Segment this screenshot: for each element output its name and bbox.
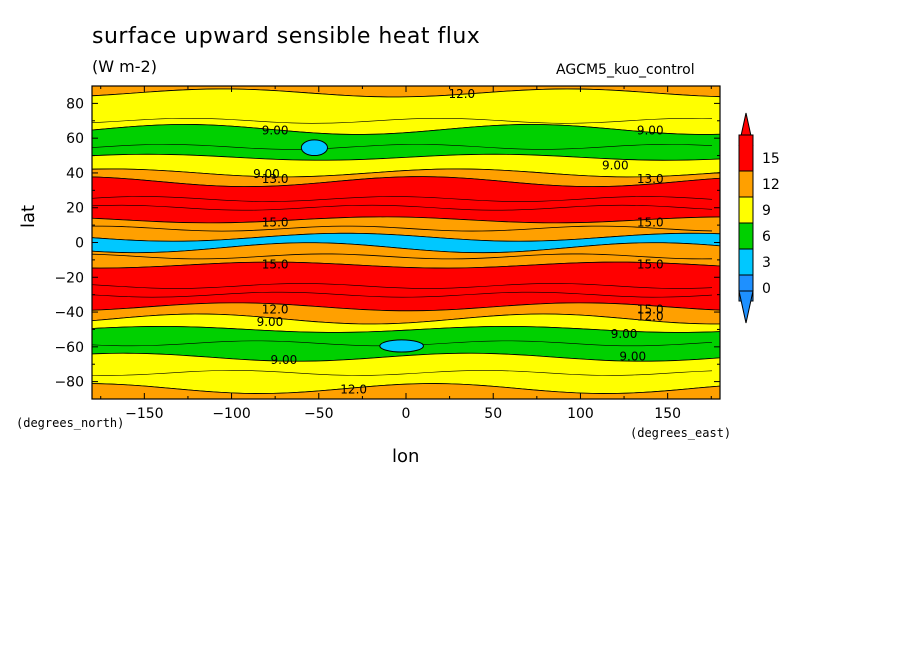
contour-line [92,117,713,124]
contour-label: 9.00 [271,353,298,367]
contour-line [92,196,713,202]
colorbar-label: 15 [762,151,780,167]
x-axis-label: lon [392,446,420,467]
x-tick-label: 100 [567,406,594,422]
contour-label: 9.00 [602,158,629,172]
x-tick-label: 50 [484,406,502,422]
contour-label: 15.0 [262,257,289,271]
y-tick-label: 80 [66,96,84,112]
contour-label: 12.0 [340,383,367,397]
colorbar-label: 9 [762,203,771,219]
x-tick-label: 0 [402,406,411,422]
lat-band [92,383,720,399]
colorbar-box [738,170,754,198]
contour-label: 9.00 [262,123,289,137]
colorbar-box [738,248,754,276]
contour-line [92,291,713,298]
contour-line [92,370,713,376]
colorbar-box [738,196,754,224]
x-tick-label: 150 [654,406,681,422]
contour-label: 15.0 [262,216,289,230]
colorbar-label: 0 [762,281,771,297]
colorbar-box [738,222,754,250]
lat-band [92,261,720,312]
contour-label: 13.0 [637,172,664,186]
contour-label: 12.0 [448,87,475,101]
contour-label: 9.00 [257,315,284,329]
x-axis-units: (degrees_east) [630,426,732,440]
colorbar-box [738,134,754,172]
contour-line [92,253,713,260]
x-tick-label: −150 [125,406,163,422]
chart-units: (W m-2) [92,57,157,76]
y-tick-label: −20 [54,270,84,286]
y-tick-label: −40 [54,305,84,321]
contour-label: 13.0 [262,172,289,186]
colorbar-label: 12 [762,177,780,193]
y-axis-units: (degrees_north) [16,416,125,430]
contour-label: 15.0 [637,257,664,271]
contour-label: 9.00 [253,167,280,181]
contour-label: 9.00 [611,327,638,341]
contour-label: 15.0 [637,303,664,317]
contour-blob [379,339,424,353]
contour-label: 12.0 [262,303,289,317]
contour-label: 12.0 [637,310,664,324]
y-tick-label: 0 [75,236,84,252]
colorbar-label: 6 [762,229,771,245]
contour-line [92,144,713,150]
contour-line [92,283,713,289]
contour-line [92,204,713,211]
chart-title: surface upward sensible heat flux [92,24,481,49]
contour-label: 9.00 [619,350,646,364]
contour-label: 15.0 [637,216,664,230]
y-tick-label: 20 [66,201,84,217]
y-tick-label: 40 [66,166,84,182]
colorbar-label: 3 [762,255,771,271]
contour-line [92,225,713,232]
dataset-label: AGCM5_kuo_control [556,62,695,78]
x-tick-label: −100 [212,406,250,422]
contour-blob [300,139,328,157]
y-tick-label: −80 [54,375,84,391]
y-tick-label: 60 [66,131,84,147]
contour-label: 9.00 [637,123,664,137]
y-tick-label: −60 [54,340,84,356]
x-tick-label: −50 [304,406,334,422]
colorbar-below [738,290,754,324]
